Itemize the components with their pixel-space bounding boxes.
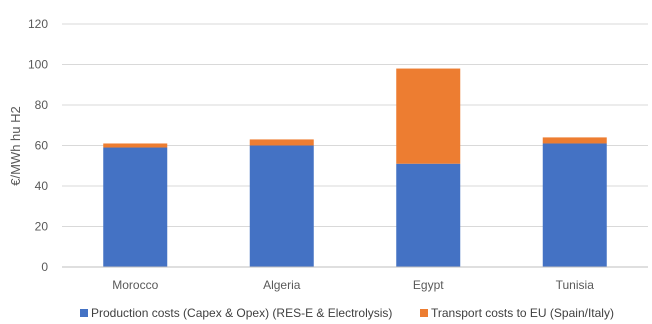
legend-label: Transport costs to EU (Spain/Italy) bbox=[431, 306, 614, 320]
legend-swatch bbox=[80, 309, 88, 317]
legend-label: Production costs (Capex & Opex) (RES-E &… bbox=[91, 306, 392, 320]
bar-morocco-series-1 bbox=[103, 147, 168, 267]
bar-algeria-series-2 bbox=[249, 139, 314, 146]
x-tick-label: Morocco bbox=[112, 278, 158, 292]
x-axis-ticks: Morocco Algeria Egypt Tunisia bbox=[112, 278, 594, 292]
bar-morocco-series-2 bbox=[103, 143, 168, 148]
legend-swatch bbox=[420, 309, 428, 317]
legend: Production costs (Capex & Opex) (RES-E &… bbox=[80, 306, 614, 320]
bar-egypt-series-2 bbox=[396, 68, 461, 164]
bar-tunisia-series-2 bbox=[542, 137, 607, 144]
bar-algeria-series-1 bbox=[249, 145, 314, 267]
y-tick-label: 60 bbox=[35, 139, 49, 153]
y-tick-label: 20 bbox=[35, 220, 49, 234]
y-tick-label: 40 bbox=[35, 179, 49, 193]
y-tick-label: 80 bbox=[35, 98, 49, 112]
y-tick-label: 120 bbox=[28, 17, 48, 31]
x-tick-label: Tunisia bbox=[556, 278, 595, 292]
y-tick-label: 0 bbox=[41, 260, 48, 274]
bar-egypt-series-1 bbox=[396, 163, 461, 267]
y-tick-label: 100 bbox=[28, 58, 48, 72]
bars bbox=[103, 68, 607, 267]
x-tick-label: Algeria bbox=[263, 278, 301, 292]
y-axis-label: €/MWh hu H2 bbox=[8, 106, 23, 185]
bar-tunisia-series-1 bbox=[542, 143, 607, 267]
x-tick-label: Egypt bbox=[413, 278, 444, 292]
y-axis-ticks: 0 20 40 60 80 100 120 bbox=[28, 17, 48, 274]
